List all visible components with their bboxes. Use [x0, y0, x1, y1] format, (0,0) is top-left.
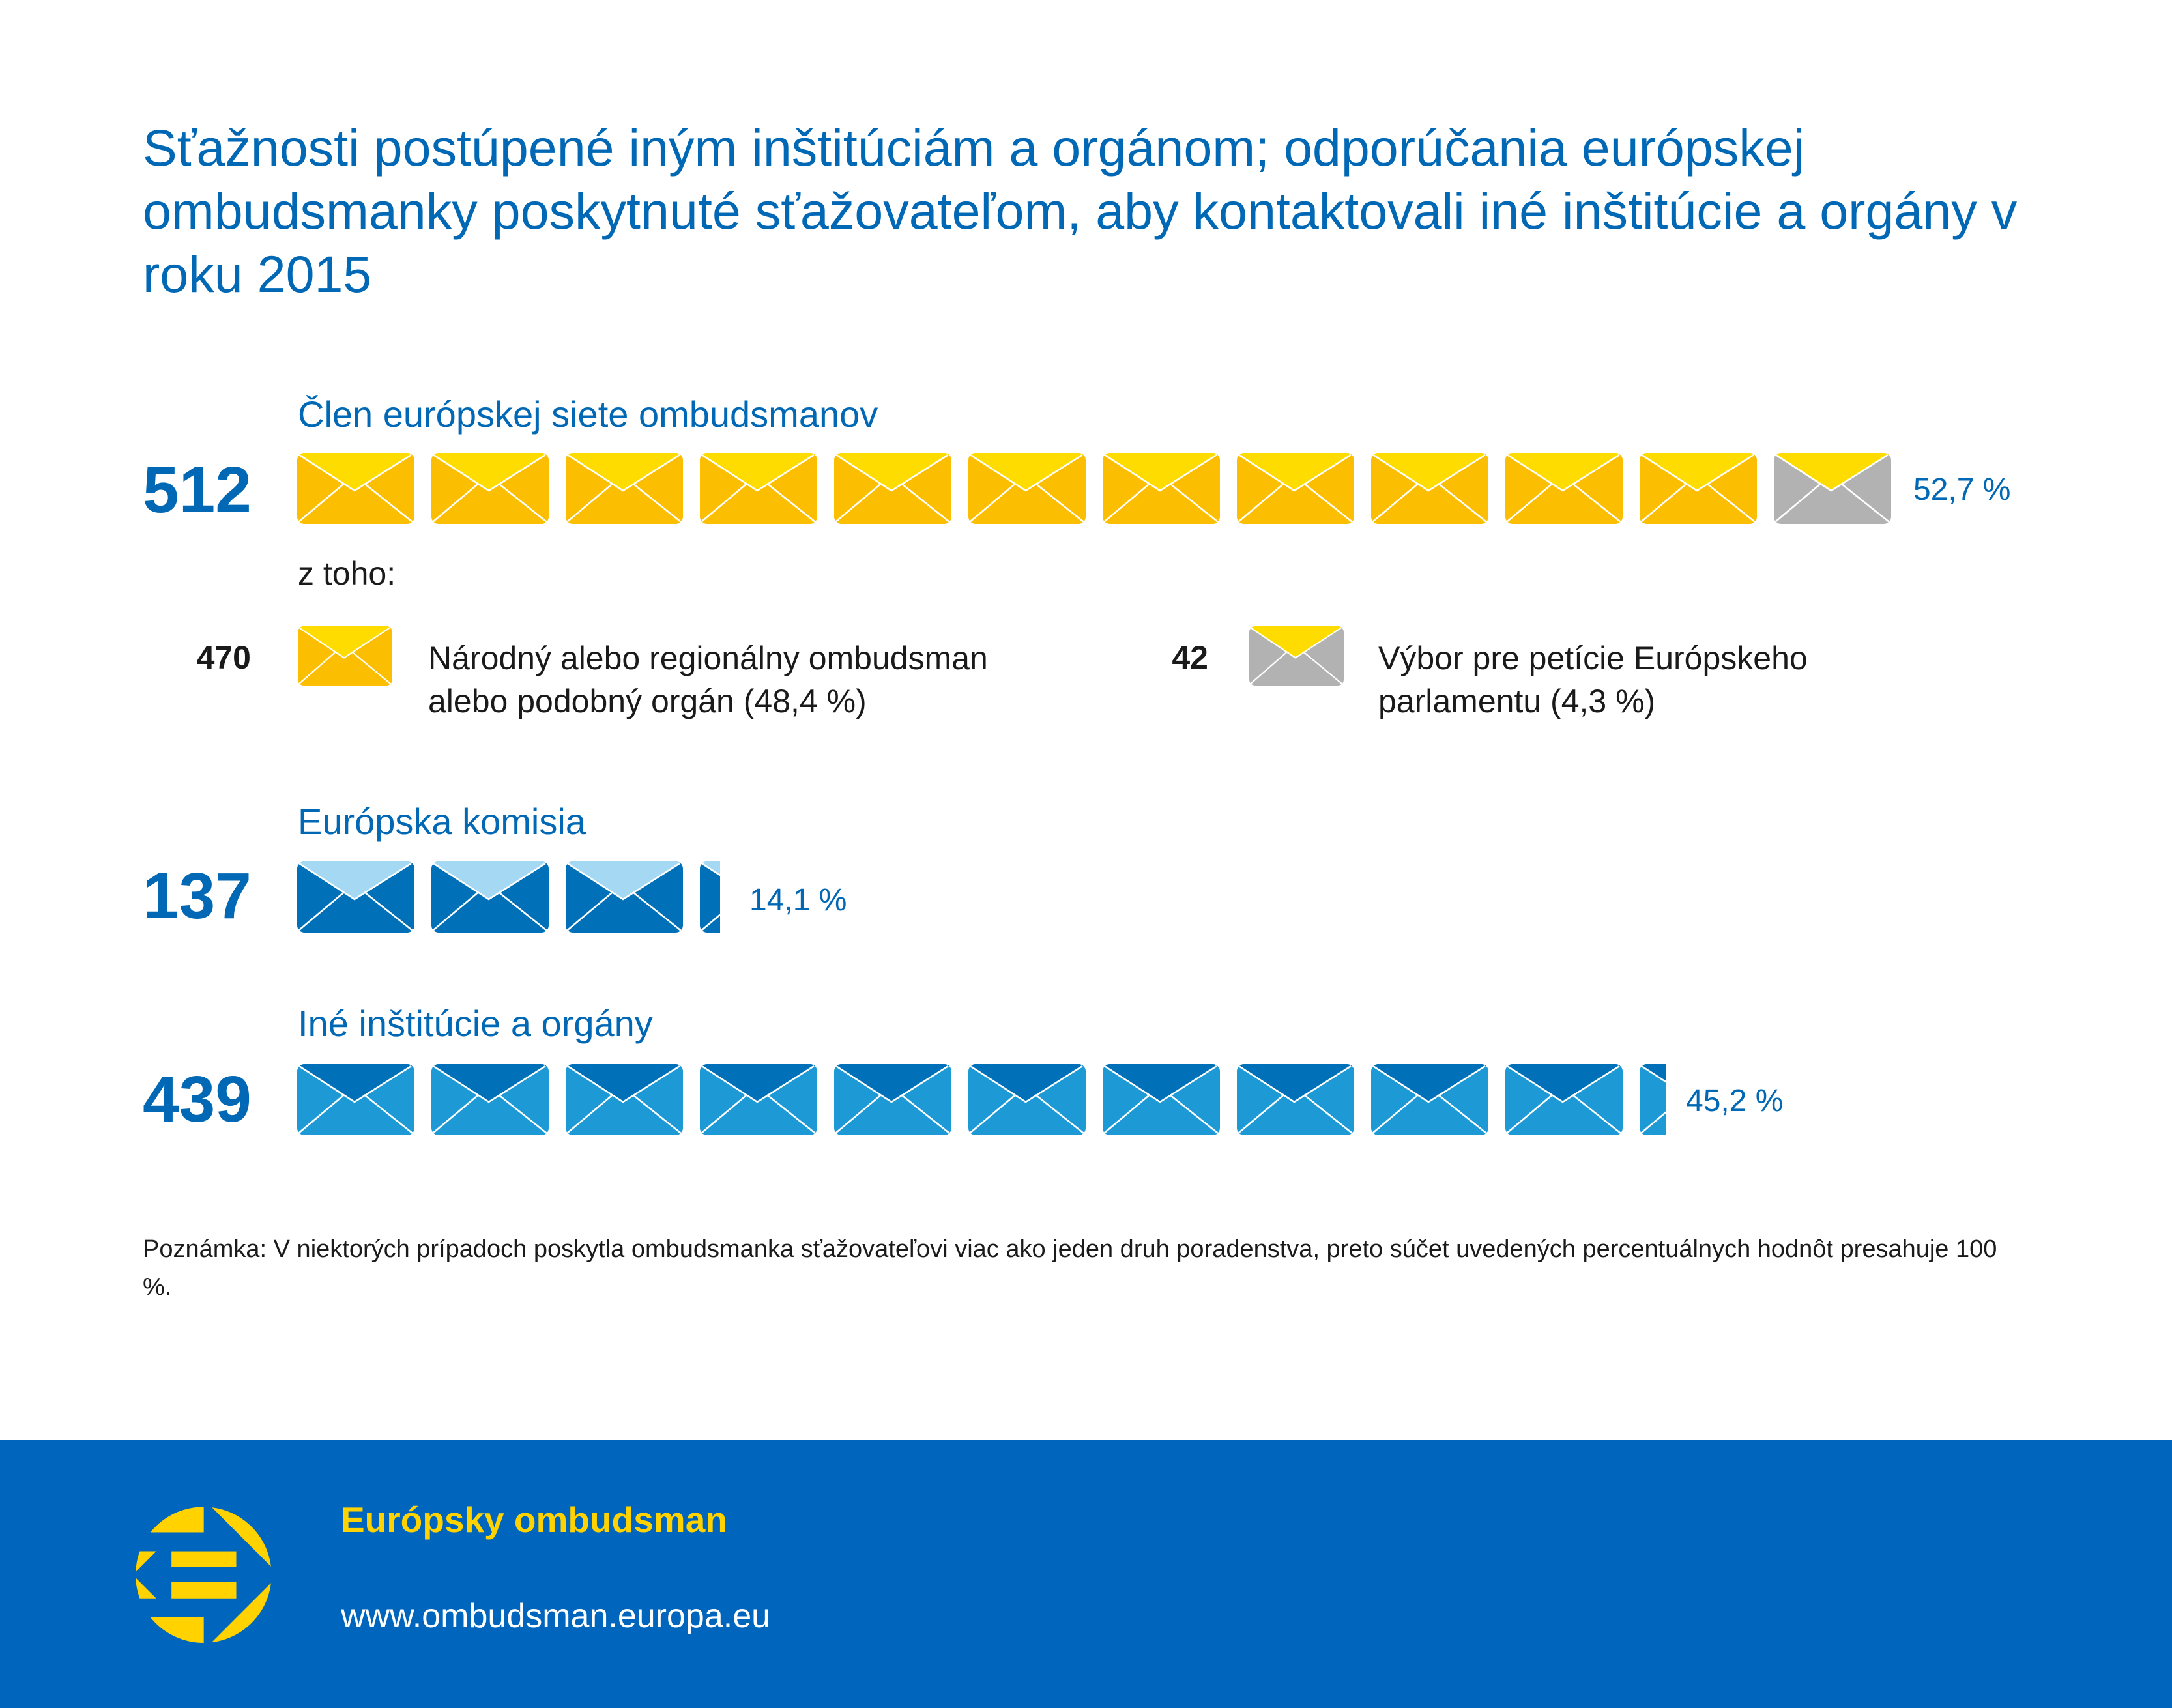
envelope-icon	[1371, 1064, 1488, 1135]
envelope-icon	[566, 1064, 683, 1135]
series-count-commission: 137	[143, 860, 252, 933]
envelope-icon	[298, 626, 392, 686]
european-ombudsman-logo-icon	[136, 1507, 272, 1643]
envelope-icon	[834, 453, 951, 524]
chart-title: Sťažnosti postúpené iným inštitúciám a o…	[143, 119, 2018, 303]
envelope-icon	[968, 1064, 1086, 1135]
envelope-icon	[1640, 453, 1757, 524]
envelope-icon	[431, 453, 549, 524]
envelope-icon	[968, 453, 1086, 524]
breakdown-text-line: Národný alebo regionálny ombudsman	[428, 640, 988, 676]
series-percent-other: 45,2 %	[1686, 1084, 1784, 1118]
envelope-icon	[700, 453, 817, 524]
breakdown-text-national: Národný alebo regionálny ombudsman alebo…	[428, 637, 988, 723]
series-label-network: Člen európskej siete ombudsmanov	[298, 394, 878, 435]
breakdown-text-line: Výbor pre petície Európskeho	[1378, 640, 1808, 676]
envelope-icon	[1103, 1064, 1220, 1135]
envelope-icon	[566, 861, 683, 933]
envelope-icon	[1103, 453, 1220, 524]
envelope-icon	[834, 1064, 951, 1135]
envelope-icon	[297, 1064, 414, 1135]
envelope-icon	[566, 453, 683, 524]
breakdown-count-national: 470	[196, 639, 251, 676]
envelope-icon	[1237, 1064, 1354, 1135]
envelope-icon	[297, 453, 414, 524]
envelope-icon	[1774, 453, 1891, 524]
series-percent-network: 52,7 %	[1913, 472, 2011, 507]
envelope-icon	[1237, 453, 1354, 524]
series-percent-commission: 14,1 %	[749, 883, 847, 918]
breakdown-text-petitions: Výbor pre petície Európskeho parlamentu …	[1378, 637, 1808, 723]
envelope-icon	[1640, 1064, 1666, 1135]
footer-url-link[interactable]: www.ombudsman.europa.eu	[341, 1597, 771, 1635]
envelope-icon	[700, 861, 720, 933]
breakdown-text-line: alebo podobný orgán (48,4 %)	[428, 683, 867, 719]
breakdown-text-line: parlamentu (4,3 %)	[1378, 683, 1656, 719]
envelope-icon	[1371, 453, 1488, 524]
envelope-icon	[431, 861, 549, 933]
envelope-icon	[1249, 626, 1344, 689]
envelope-icon	[431, 1064, 549, 1135]
envelope-icon	[700, 1064, 817, 1135]
series-label-commission: Európska komisia	[298, 801, 586, 842]
series-count-network: 512	[143, 454, 252, 527]
envelope-icon	[1505, 1064, 1623, 1135]
series-count-other: 439	[143, 1063, 252, 1136]
breakdown-label: z toho:	[298, 555, 396, 592]
footnote: Poznámka: V niektorých prípadoch poskytl…	[143, 1236, 1997, 1301]
series-label-other: Iné inštitúcie a orgány	[298, 1003, 653, 1044]
envelope-icon	[298, 626, 392, 689]
envelope-icon	[297, 861, 414, 933]
breakdown-count-petitions: 42	[1172, 639, 1208, 676]
footer-brand: Európsky ombudsman	[341, 1499, 727, 1540]
envelope-icon	[1249, 626, 1344, 686]
envelope-icon	[1505, 453, 1623, 524]
footer	[0, 1440, 2172, 1708]
